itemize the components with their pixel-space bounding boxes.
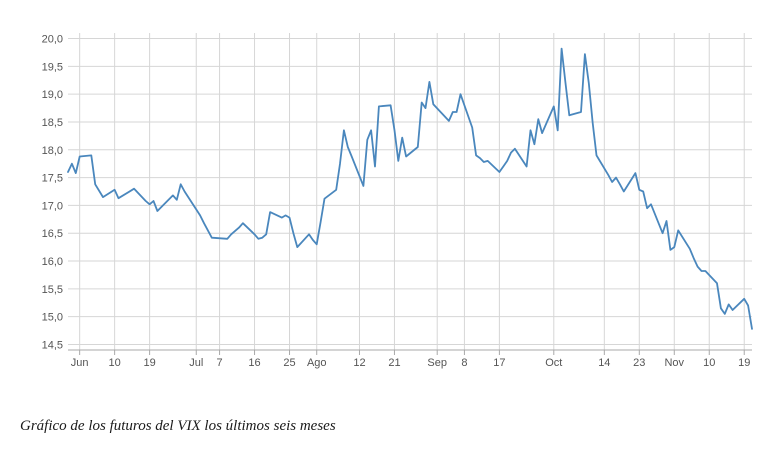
x-tick-label: 10 [703,357,715,369]
x-tick-label: 16 [248,357,260,369]
x-tick-marks [79,350,745,355]
y-tick-label: 16,0 [42,256,63,268]
x-tick-label: Oct [545,357,562,369]
x-tick-labels: Jun 10 19 Jul 7 16 25 Ago 12 21 Sep 8 17 Oct 14 23 Nov 10… [71,357,751,369]
y-tick-label: 14,5 [42,339,63,351]
x-tick-label: 19 [143,357,155,369]
y-tick-label: 18,0 [42,145,63,157]
chart-caption: Gráfico de los futuros del VIX los últim… [20,418,336,434]
y-tick-label: 18,5 [42,117,63,129]
x-tick-label: 10 [109,357,121,369]
horizontal-gridlines [68,38,752,345]
x-tick-label: 12 [353,357,365,369]
y-tick-label: 19,0 [42,89,63,101]
y-tick-label: 15,0 [42,312,63,324]
x-tick-label: 7 [217,357,223,369]
x-tick-label: Nov [664,357,684,369]
x-tick-label: Jul [189,357,203,369]
x-tick-label: 19 [738,357,750,369]
y-tick-label: 16,5 [42,228,63,240]
y-tick-label: 20,0 [42,34,63,46]
series-line-vix-futures [67,47,753,330]
y-tick-label: 17,5 [42,173,63,185]
x-tick-label: 21 [388,357,400,369]
y-tick-label: 19,5 [42,61,63,73]
x-tick-label: 8 [461,357,467,369]
y-tick-labels: 14,5 15,0 15,5 16,0 16,5 17,0 17,5 18,0 18,5 19,0… [42,34,63,352]
x-tick-label: Ago [307,357,327,369]
x-tick-label: 23 [633,357,645,369]
x-tick-label: 25 [283,357,295,369]
x-tick-label: 14 [598,357,610,369]
x-tick-label: Sep [427,357,447,369]
x-tick-label: 17 [493,357,505,369]
y-tick-label: 15,5 [42,284,63,296]
y-tick-label: 17,0 [42,200,63,212]
x-tick-label: Jun [71,357,89,369]
